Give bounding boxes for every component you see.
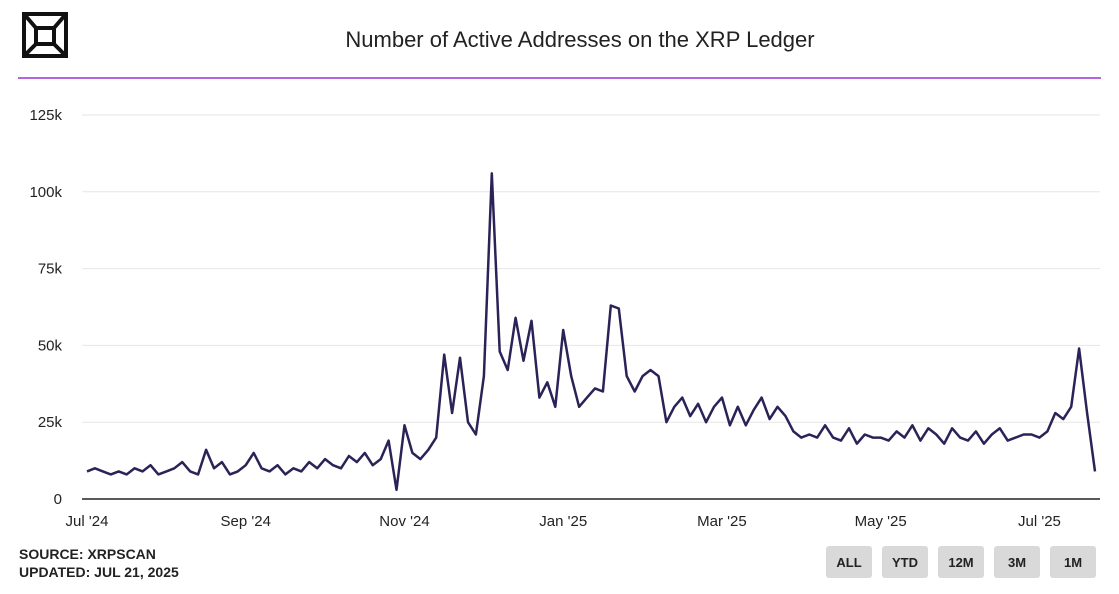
x-tick-label: Mar '25 bbox=[697, 513, 747, 530]
x-tick-label: Jul '24 bbox=[66, 513, 109, 530]
range-button-label[interactable]: YTD bbox=[892, 555, 918, 570]
source: SOURCE: XRPSCAN bbox=[19, 546, 156, 562]
logo bbox=[22, 12, 68, 58]
range-button-label[interactable]: 3M bbox=[1008, 555, 1026, 570]
x-tick-label: Nov '24 bbox=[379, 513, 429, 530]
chart-title: Number of Active Addresses on the XRP Le… bbox=[345, 27, 814, 52]
range-button[interactable] bbox=[826, 546, 872, 578]
series-line bbox=[86, 172, 1097, 492]
y-tick-label: 75k bbox=[38, 261, 63, 278]
x-tick-label: May '25 bbox=[855, 513, 907, 530]
updated: UPDATED: JUL 21, 2025 bbox=[19, 564, 179, 580]
y-tick-label: 125k bbox=[29, 107, 62, 124]
range-button-label[interactable]: ALL bbox=[836, 555, 861, 570]
y-tick-label: 50k bbox=[38, 337, 63, 354]
y-tick-label: 25k bbox=[38, 414, 63, 431]
range-button-label[interactable]: 1M bbox=[1064, 555, 1082, 570]
y-tick-label: 100k bbox=[29, 184, 62, 201]
y-tick-label: 0 bbox=[54, 491, 62, 508]
x-tick-label: Jul '25 bbox=[1018, 513, 1061, 530]
x-tick-label: Sep '24 bbox=[221, 513, 271, 530]
range-button-label[interactable]: 12M bbox=[948, 555, 973, 570]
range-button[interactable] bbox=[1050, 546, 1096, 578]
x-tick-label: Jan '25 bbox=[539, 513, 587, 530]
range-button[interactable] bbox=[938, 546, 984, 578]
range-button[interactable] bbox=[882, 546, 928, 578]
range-button[interactable] bbox=[994, 546, 1040, 578]
